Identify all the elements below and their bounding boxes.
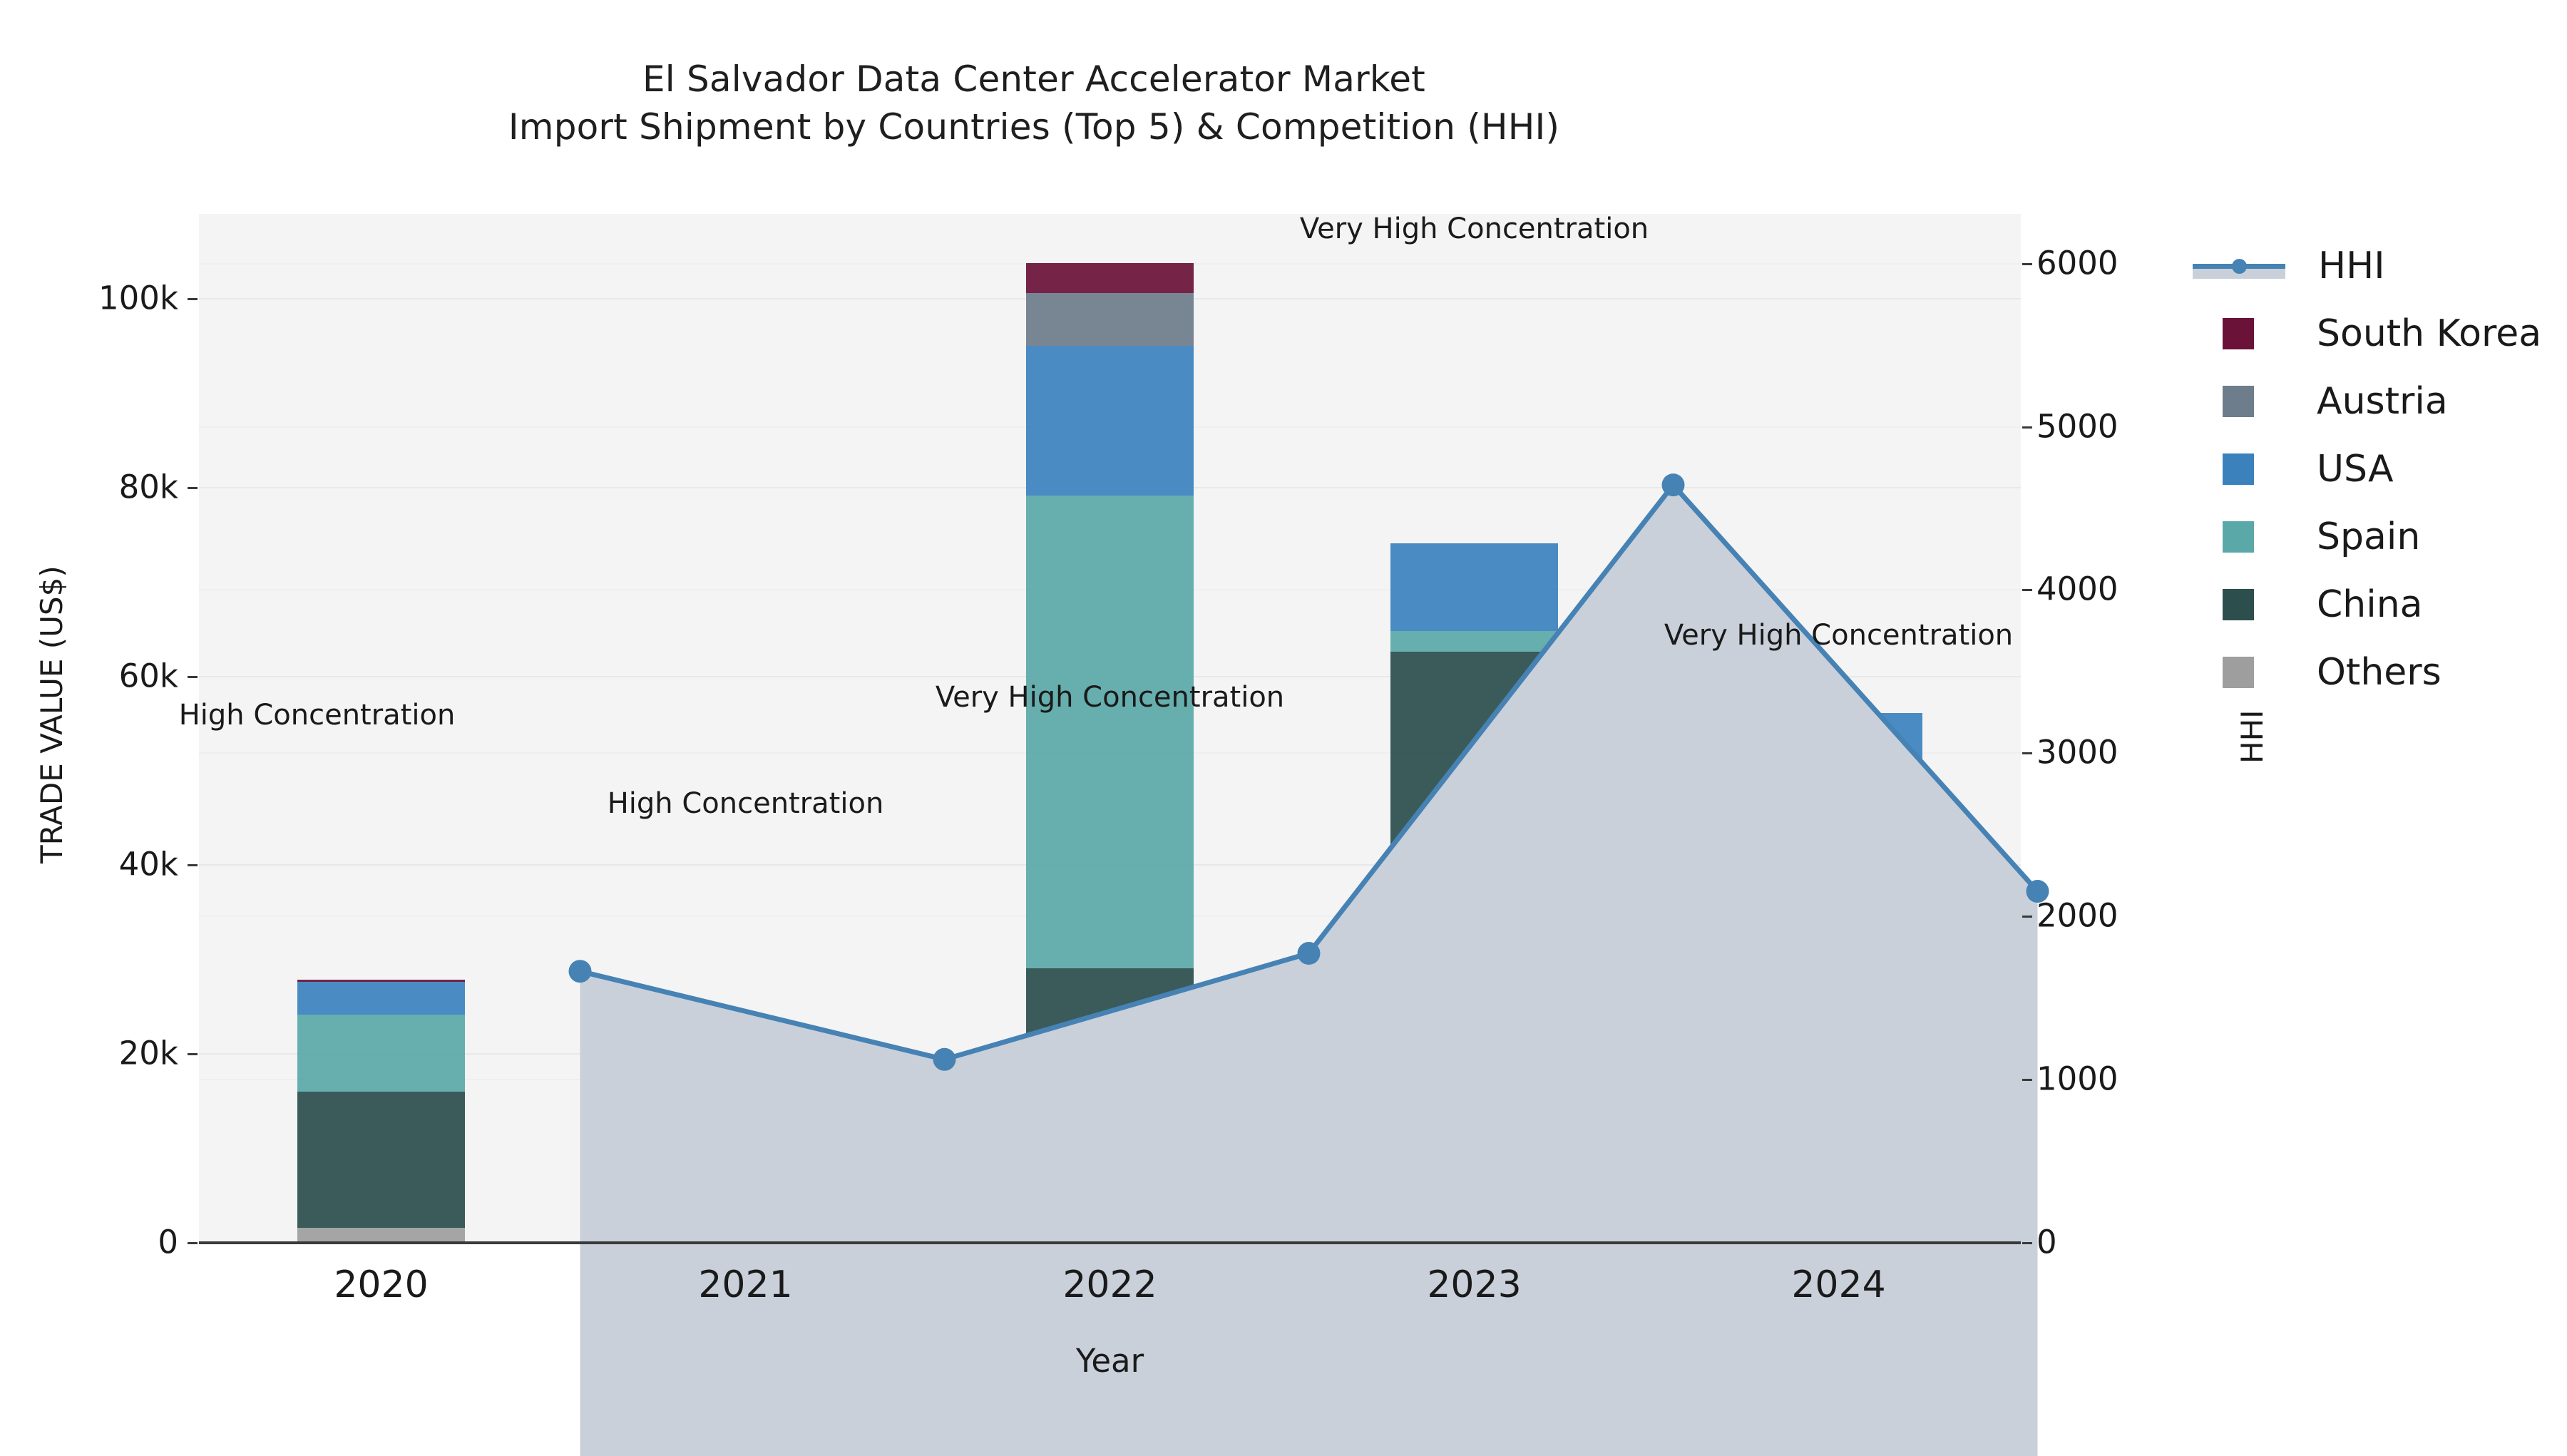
y-axis-right-tick-label: 3000 [2036, 733, 2118, 771]
y-axis-right-tickmark [2022, 752, 2032, 755]
hhi-marker-2020[interactable] [568, 960, 592, 983]
chart-title-line-2: Import Shipment by Countries (Top 5) & C… [508, 106, 1560, 148]
y-axis-left-tick-label: 100k [98, 279, 178, 317]
bar-segment-usa[interactable] [297, 981, 466, 1015]
y-axis-left-tickmark [188, 486, 198, 489]
y-axis-left-tick-label: 0 [158, 1223, 178, 1261]
legend-label: South Korea [2317, 312, 2542, 355]
legend-label: HHI [2318, 244, 2385, 287]
bar-segment-spain[interactable] [1390, 631, 1559, 652]
legend-line-dot [2232, 258, 2247, 274]
legend-item-usa[interactable]: USA [2193, 435, 2563, 503]
y-axis-left-tick-label: 20k [118, 1034, 178, 1072]
legend-line-marker-icon [2193, 250, 2285, 282]
x-axis-tick-2021: 2021 [698, 1263, 793, 1306]
y-axis-right-tickmark [2022, 916, 2032, 918]
y-axis-left-tickmark [188, 1242, 198, 1244]
legend-item-china[interactable]: China [2193, 570, 2563, 638]
y-axis-right-tick-label: 1000 [2036, 1060, 2118, 1098]
legend-swatch-usa [2223, 453, 2254, 485]
y-axis-right-tickmark [2022, 1242, 2032, 1244]
legend-swatch-spain [2223, 521, 2254, 553]
legend-label: China [2317, 583, 2423, 626]
legend-label: Spain [2317, 515, 2421, 558]
y-axis-left-title: TRADE VALUE (US$) [34, 565, 69, 863]
y-axis-left-tick-label: 80k [118, 468, 178, 506]
y-axis-right-tickmark [2022, 589, 2032, 592]
y-axis-right-tick-label: 5000 [2036, 407, 2118, 446]
y-axis-right-tickmark [2022, 426, 2032, 429]
y-axis-left-tickmark [188, 864, 198, 867]
bar-segment-usa[interactable] [1390, 543, 1559, 632]
legend-label: Others [2317, 650, 2442, 694]
legend-item-spain[interactable]: Spain [2193, 503, 2563, 570]
legend-swatch-others [2223, 656, 2254, 688]
y-axis-left-tick-label: 40k [118, 845, 178, 883]
y-axis-right-tick-label: 0 [2036, 1223, 2057, 1261]
y-axis-left-tickmark [188, 297, 198, 300]
x-axis-line [199, 1241, 2021, 1244]
x-axis-tick-2022: 2022 [1062, 1263, 1157, 1306]
x-axis-tick-2024: 2024 [1791, 1263, 1886, 1306]
legend-swatch-china [2223, 588, 2254, 620]
hhi-area-fill [580, 485, 2038, 1456]
legend-item-austria[interactable]: Austria [2193, 367, 2563, 435]
legend-item-hhi[interactable]: HHI [2193, 232, 2563, 299]
bar-stack-2020[interactable] [297, 214, 466, 1242]
bar-segment-austria[interactable] [1025, 293, 1194, 347]
legend-item-others[interactable]: Others [2193, 638, 2563, 706]
hhi-annotation-2021: High Concentration [607, 786, 884, 820]
bar-segment-south-korea[interactable] [1025, 262, 1194, 294]
hhi-annotation-2022: Very High Concentration [935, 681, 1285, 714]
hhi-annotation-2020: High Concentration [178, 699, 456, 732]
y-axis-left-tick-label: 60k [118, 657, 178, 694]
legend: HHI South Korea Austria USA Spain China Others [2193, 232, 2563, 706]
hhi-line-series [568, 473, 2049, 1456]
bar-segment-china[interactable] [297, 1092, 466, 1229]
legend-area-band [2193, 268, 2285, 279]
legend-swatch-south-korea [2223, 317, 2254, 349]
hhi-marker-2022[interactable] [1297, 942, 1321, 965]
y-axis-left-tickmark [188, 675, 198, 678]
hhi-annotation-2023: Very High Concentration [1299, 212, 1649, 246]
legend-item-south-korea[interactable]: South Korea [2193, 299, 2563, 367]
x-axis-tick-2023: 2023 [1427, 1263, 1522, 1306]
bar-segment-south-korea[interactable] [297, 979, 466, 982]
chart-title-line-1: El Salvador Data Center Accelerator Mark… [642, 58, 1425, 100]
y-axis-right-tickmark [2022, 262, 2032, 265]
legend-label: USA [2317, 447, 2394, 491]
hhi-annotation-2024: Very High Concentration [1664, 619, 2014, 652]
legend-label: Austria [2317, 379, 2448, 423]
y-axis-left-tickmark [188, 1053, 198, 1056]
y-axis-right-tick-label: 4000 [2036, 570, 2118, 608]
x-axis-tick-2020: 2020 [334, 1263, 429, 1306]
hhi-marker-2024[interactable] [2026, 880, 2049, 903]
y-axis-right-tick-label: 2000 [2036, 896, 2118, 935]
hhi-marker-2021[interactable] [933, 1047, 956, 1071]
y-axis-right-title: HHI [2235, 709, 2270, 764]
x-axis-title: Year [1075, 1342, 1144, 1380]
bar-segment-spain[interactable] [297, 1014, 466, 1092]
y-axis-right-tick-label: 6000 [2036, 244, 2118, 282]
chart-title: El Salvador Data Center Accelerator Mark… [0, 56, 2068, 151]
legend-swatch-austria [2223, 385, 2254, 417]
hhi-marker-2023[interactable] [1661, 473, 1685, 497]
bar-segment-spain[interactable] [1025, 495, 1194, 968]
bar-segment-others[interactable] [297, 1228, 466, 1242]
bar-segment-usa[interactable] [1025, 346, 1194, 496]
y-axis-right-tickmark [2022, 1079, 2032, 1082]
plot-area [199, 214, 2049, 1456]
